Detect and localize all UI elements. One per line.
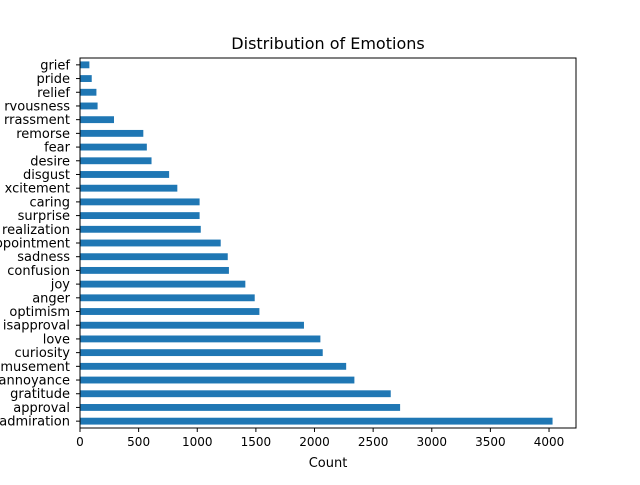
y-tick-label-disappointment: ppointment (0, 237, 70, 252)
y-tick-label-surprise: surprise (18, 209, 70, 224)
bar-disappointment (80, 239, 221, 247)
x-tick-label: 4000 (534, 435, 565, 449)
bar-sadness (80, 253, 228, 261)
bar-admiration (80, 417, 553, 425)
bar-excitement (80, 184, 178, 192)
y-tick-label-curiosity: curiosity (15, 346, 71, 361)
bar-fear (80, 143, 147, 151)
bar-curiosity (80, 349, 323, 357)
x-axis-label: Count (309, 456, 348, 471)
bar-optimism (80, 308, 260, 315)
x-tick-label: 2000 (299, 435, 330, 449)
x-tick-labels: 0 500 1000 1500 2000 2500 3000 3500 4000 (76, 435, 564, 449)
y-tick-label-confusion: confusion (7, 264, 70, 279)
y-tick-label-disgust: disgust (23, 168, 70, 183)
bar-remorse (80, 129, 144, 137)
bar-confusion (80, 266, 229, 274)
y-tick-label-excitement: xcitement (5, 182, 70, 197)
y-tick-label-amusement: amusement (0, 360, 70, 375)
y-tick-label-joy: joy (50, 278, 71, 293)
chart-title: Distribution of Emotions (231, 34, 424, 53)
y-tick-labels: admirationapprovalgratitudeannoyanceamus… (0, 58, 71, 429)
y-tick-label-approval: approval (13, 401, 70, 416)
bar-annoyance (80, 376, 355, 384)
plot-frame (79, 57, 577, 429)
bar-caring (80, 198, 200, 206)
bar-realization (80, 225, 201, 233)
bar-gratitude (80, 390, 391, 398)
bar-joy (80, 280, 246, 288)
x-tick-label: 0 (76, 435, 84, 449)
bar-disgust (80, 171, 170, 178)
bar-amusement (80, 362, 347, 370)
bar-grief (80, 61, 90, 69)
x-tick-label: 500 (127, 435, 150, 449)
y-tick-marks (76, 64, 80, 422)
y-tick-label-desire: desire (30, 154, 70, 169)
x-tick-label: 3000 (416, 435, 447, 449)
y-tick-label-annoyance: annoyance (0, 374, 70, 389)
y-tick-label-fear: fear (44, 141, 71, 156)
x-tick-label: 3500 (475, 435, 506, 449)
y-tick-label-anger: anger (32, 291, 70, 306)
bars-group (80, 61, 553, 425)
bar-disapproval (80, 321, 304, 329)
y-tick-label-embarrassment: rrassment (4, 113, 70, 128)
y-tick-label-disapproval: isapproval (3, 319, 70, 334)
x-tick-marks (79, 428, 550, 432)
y-tick-label-remorse: remorse (16, 127, 70, 142)
x-tick-label: 1000 (182, 435, 213, 449)
y-tick-label-realization: realization (2, 223, 70, 238)
y-tick-label-pride: pride (37, 72, 70, 87)
bar-nervousness (80, 102, 98, 110)
bar-approval (80, 404, 401, 411)
y-tick-label-caring: caring (29, 195, 70, 210)
y-tick-label-love: love (43, 332, 70, 347)
bar-embarrassment (80, 116, 115, 124)
y-tick-label-sadness: sadness (17, 250, 70, 265)
bar-relief (80, 88, 97, 96)
x-tick-label: 2500 (358, 435, 389, 449)
bar-surprise (80, 212, 200, 220)
y-tick-label-admiration: admiration (0, 415, 70, 430)
y-tick-label-grief: grief (40, 58, 70, 73)
bar-pride (80, 75, 92, 82)
bar-desire (80, 157, 152, 165)
y-tick-label-relief: relief (37, 86, 70, 101)
y-tick-label-gratitude: gratitude (10, 387, 70, 402)
bar-anger (80, 294, 255, 302)
y-tick-label-optimism: optimism (9, 305, 70, 320)
y-tick-label-nervousness: rvousness (4, 99, 70, 114)
x-tick-label: 1500 (241, 435, 272, 449)
bar-love (80, 335, 321, 343)
